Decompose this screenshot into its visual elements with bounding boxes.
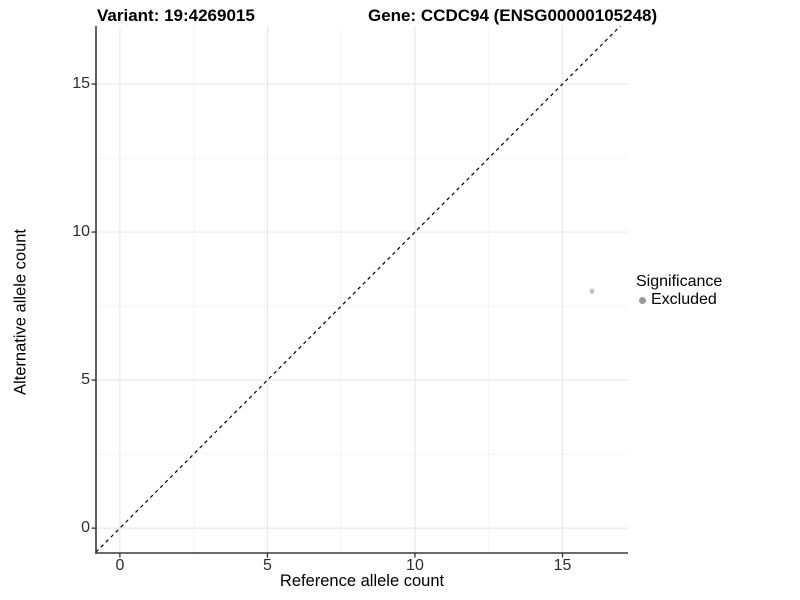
data-point (589, 288, 595, 294)
y-tick-label: 10 (72, 223, 90, 241)
legend: Significance Excluded (636, 273, 722, 309)
y-tick-label: 0 (81, 519, 90, 537)
y-tick-label: 15 (72, 75, 90, 93)
legend-point-icon (639, 296, 646, 304)
x-tick-label: 10 (406, 557, 424, 574)
x-tick-label: 0 (115, 557, 125, 574)
legend-entry-label: Excluded (651, 291, 717, 308)
identity-dashed-line (95, 25, 621, 553)
variant-title: Variant: 19:4269015 (97, 6, 255, 25)
x-tick-label: 15 (553, 557, 572, 574)
legend-title: Significance (636, 273, 723, 290)
legend-entry-excluded: Excluded (636, 291, 722, 309)
x-axis-title: Reference allele count (279, 572, 445, 590)
gene-title: Gene: CCDC94 (ENSG00000105248) (368, 6, 658, 25)
y-axis-title: Alternative allele count (11, 228, 30, 396)
y-tick-label: 5 (81, 371, 90, 389)
x-tick-label: 5 (262, 557, 272, 574)
